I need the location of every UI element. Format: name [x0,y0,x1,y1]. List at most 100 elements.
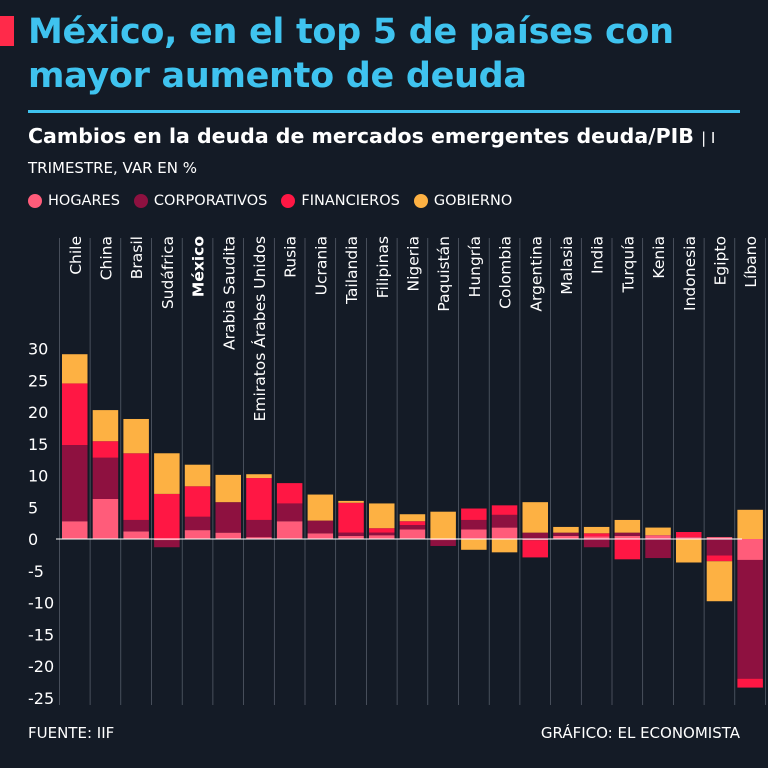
bar-segment-libano-hogares [737,539,763,560]
page-title: México, en el top 5 de países con mayor … [28,12,674,96]
x-tick-label: Rusia [282,236,300,278]
x-tick-label: China [97,236,115,280]
y-tick-label: -5 [28,562,44,581]
title-divider [28,110,740,113]
bar-segment-argentina-financieros [522,540,548,558]
bar-segment-indonesia-gobierno [676,539,702,563]
bar-segment-tailandia-corporativos [338,532,364,536]
bar-segment-sudafrica-hogares [154,539,180,541]
y-tick-label: 15 [28,435,48,454]
legend-item-corporativos: CORPORATIVOS [133,193,268,209]
bar-segment-argentina-hogares [522,539,548,541]
legend-label-corporativos: CORPORATIVOS [153,193,268,209]
x-tick-label: Tailandia [343,236,361,305]
x-tick-label: Ucrania [312,236,330,295]
bar-segment-mexico-hogares [184,530,211,539]
y-tick-label: -25 [28,689,54,708]
bar-segment-brasil-financieros [123,453,149,520]
bar-segment-rusia-hogares [276,521,303,539]
bar-segment-egipto-hogares [706,537,733,539]
bar-segment-india-gobierno [583,526,610,534]
bar-segment-paquistan-gobierno [430,511,456,539]
bar-segment-mexico-financieros [184,486,211,517]
x-tick-label: Colombia [497,236,515,309]
bar-segment-turquia-financieros [614,539,641,560]
bar-segment-mexico-gobierno [184,464,211,487]
bar-segment-nigeria-corporativos [399,525,426,530]
bar-segment-india-hogares [583,536,610,539]
bar-segment-chile-financieros [62,383,88,446]
y-tick-label: 5 [28,498,38,517]
bar-segment-turquia-hogares [614,535,641,539]
y-tick-label: 20 [28,403,48,422]
bar-segment-mexico-corporativos [184,516,211,531]
legend-swatch-gobierno [413,194,428,208]
bar-segment-india-financieros [583,533,610,537]
x-tick-label: Indonesia [681,236,699,311]
source-note: FUENTE: IIF [28,724,115,742]
bar-segment-emiratos-arabes-unidos-corporativos [246,519,272,538]
bar-segment-chile-gobierno [62,354,88,384]
y-tick-label: 10 [28,467,48,486]
legend-label-gobierno: GOBIERNO [433,193,513,209]
bar-segment-emiratos-arabes-unidos-hogares [246,537,272,539]
x-tick-label: Paquistán [435,236,453,312]
subtitle-unit: | I TRIMESTRE, VAR EN % [28,129,716,177]
bar-segment-paquistan-hogares [430,539,456,541]
chart-legend: HOGARES CORPORATIVOS FINANCIEROS GOBIERN… [28,190,512,212]
bar-segment-brasil-corporativos [123,519,149,532]
bar-segment-arabia-saudita-gobierno [215,474,241,503]
x-tick-label: Líbano [742,236,760,288]
bar-segment-filipinas-hogares [369,535,395,539]
bar-segment-brasil-gobierno [123,418,149,454]
bar-segment-china-gobierno [92,410,119,442]
bar-segment-hungria-financieros [461,508,487,520]
bar-segment-kenia-corporativos [645,539,671,559]
x-tick-label: Argentina [527,236,545,312]
legend-label-financieros: FINANCIEROS [301,193,400,209]
legend-swatch-corporativos [133,194,148,208]
bar-segment-china-financieros [92,441,119,458]
subtitle-main: Cambios en la deuda de mercados emergent… [28,124,694,148]
bar-segment-colombia-corporativos [491,514,518,528]
bar-segment-tailandia-financieros [338,502,364,533]
bar-segment-malasia-gobierno [553,526,579,533]
y-tick-label: 25 [28,371,48,390]
bar-segment-libano-corporativos [737,559,763,679]
bar-segment-arabia-saudita-hogares [215,532,241,539]
chart-credit: GRÁFICO: EL ECONOMISTA [540,724,740,742]
y-tick-label: -20 [28,657,54,676]
bar-segment-malasia-hogares [553,535,579,539]
bar-segment-sudafrica-financieros [154,493,180,539]
bar-segment-turquia-gobierno [614,519,641,533]
bar-segment-colombia-hogares [491,527,518,539]
bar-segment-hungria-hogares [461,529,487,539]
legend-item-gobierno: GOBIERNO [413,193,513,209]
bar-segment-malasia-corporativos [553,532,579,536]
bar-segment-libano-gobierno [737,509,763,539]
bar-segment-tailandia-gobierno [338,500,364,503]
bar-segment-argentina-corporativos [522,532,548,539]
x-tick-label: Kenia [650,236,668,279]
bar-segment-indonesia-hogares [676,537,702,539]
x-tick-label: Sudáfrica [159,236,177,309]
bar-segment-china-corporativos [92,457,119,499]
bar-segment-ucrania-corporativos [307,520,334,534]
bar-segment-chile-hogares [62,521,88,539]
y-tick-label: 0 [28,530,38,549]
x-tick-label: Chile [67,236,85,275]
accent-bar [0,16,14,46]
legend-swatch-financieros [281,194,296,208]
bar-segment-ucrania-gobierno [307,494,334,521]
chart-subtitle: Cambios en la deuda de mercados emergent… [28,122,748,182]
bar-segment-arabia-saudita-corporativos [215,502,241,533]
y-tick-label: 30 [28,340,48,359]
bar-segment-egipto-gobierno [706,561,733,602]
bar-segment-paquistan-corporativos [430,540,456,546]
bar-segment-emiratos-arabes-unidos-gobierno [246,474,272,479]
bar-segment-nigeria-financieros [399,521,426,526]
bar-segment-colombia-financieros [491,505,518,515]
bar-segment-hungria-gobierno [461,539,487,550]
bar-segment-filipinas-financieros [369,528,395,533]
bar-segment-rusia-corporativos [276,503,303,522]
